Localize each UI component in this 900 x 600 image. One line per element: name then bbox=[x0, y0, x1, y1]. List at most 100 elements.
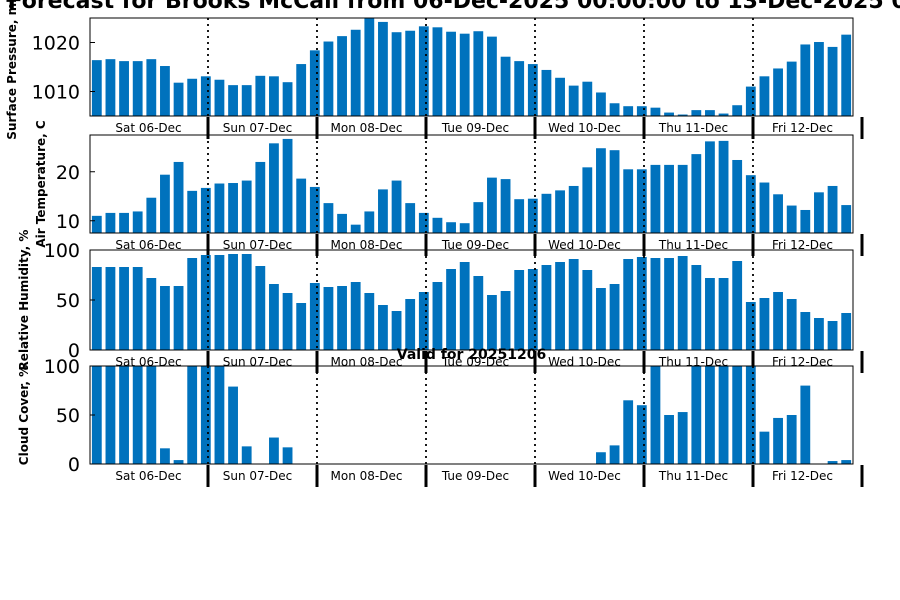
bar bbox=[541, 69, 552, 116]
bar bbox=[814, 192, 824, 233]
bar bbox=[269, 76, 279, 116]
ytick-label: 1020 bbox=[32, 33, 80, 55]
bar bbox=[568, 185, 579, 233]
bar bbox=[446, 31, 456, 116]
bar bbox=[241, 254, 252, 350]
bar bbox=[691, 110, 702, 116]
bar bbox=[718, 113, 729, 116]
ytick-label: 50 bbox=[56, 405, 80, 427]
ytick-label: 10 bbox=[56, 211, 80, 233]
bar bbox=[119, 267, 129, 350]
bar bbox=[378, 305, 388, 350]
bar bbox=[173, 82, 184, 116]
day-label: Sun 07-Dec bbox=[223, 121, 292, 135]
bar bbox=[732, 159, 743, 233]
bar bbox=[773, 194, 783, 233]
bar bbox=[650, 258, 661, 350]
day-label: Tue 09-Dec bbox=[441, 121, 509, 135]
bar bbox=[269, 143, 279, 233]
day-label: Sun 07-Dec bbox=[223, 469, 292, 483]
bar bbox=[786, 61, 797, 116]
bar bbox=[378, 189, 388, 233]
bar bbox=[446, 222, 456, 233]
day-label: Fri 12-Dec bbox=[772, 355, 833, 369]
bar bbox=[364, 293, 375, 350]
bar bbox=[568, 85, 579, 116]
bar bbox=[282, 138, 293, 233]
bar bbox=[609, 284, 620, 350]
day-label: Wed 10-Dec bbox=[548, 469, 621, 483]
bar bbox=[228, 254, 238, 350]
bar bbox=[500, 179, 511, 233]
bar bbox=[146, 197, 157, 233]
bar bbox=[705, 110, 715, 116]
bar bbox=[105, 366, 116, 464]
day-label: Tue 09-Dec bbox=[441, 238, 509, 252]
bar bbox=[282, 82, 293, 116]
bar bbox=[705, 141, 715, 233]
bar bbox=[432, 27, 443, 117]
bar bbox=[214, 255, 225, 350]
bar bbox=[786, 205, 797, 233]
bar bbox=[677, 412, 688, 464]
bar bbox=[200, 76, 211, 116]
bar bbox=[732, 261, 743, 350]
bar bbox=[500, 291, 511, 350]
bar bbox=[173, 161, 184, 233]
day-label: Tue 09-Dec bbox=[441, 469, 509, 483]
bar bbox=[173, 460, 184, 464]
bar bbox=[187, 366, 198, 464]
bar bbox=[323, 287, 334, 350]
bar bbox=[677, 114, 688, 116]
bar bbox=[487, 36, 497, 117]
bar bbox=[391, 32, 402, 116]
bar bbox=[786, 415, 797, 464]
bar bbox=[337, 36, 347, 116]
bar bbox=[664, 258, 674, 350]
bar bbox=[745, 86, 756, 116]
bar bbox=[337, 286, 347, 350]
bar bbox=[132, 61, 143, 116]
bar bbox=[91, 366, 102, 464]
bar bbox=[214, 183, 225, 233]
bar bbox=[364, 18, 375, 116]
bar bbox=[527, 64, 538, 116]
bar bbox=[718, 278, 729, 350]
bar bbox=[718, 140, 729, 233]
bar bbox=[364, 211, 375, 233]
bar bbox=[200, 255, 211, 350]
bar bbox=[146, 366, 157, 464]
bar bbox=[650, 107, 661, 116]
bar bbox=[596, 452, 606, 464]
bar bbox=[800, 44, 811, 116]
bar bbox=[841, 313, 852, 350]
bar bbox=[337, 213, 347, 233]
panel-title: Valid for 20251206 bbox=[397, 347, 546, 363]
bar bbox=[487, 295, 497, 350]
bar bbox=[200, 187, 211, 233]
bar bbox=[677, 164, 688, 233]
day-label: Thu 11-Dec bbox=[658, 469, 728, 483]
bar bbox=[677, 256, 688, 350]
bar bbox=[636, 106, 647, 116]
bar bbox=[405, 203, 416, 233]
bar bbox=[541, 265, 552, 350]
bar bbox=[745, 366, 756, 464]
bar bbox=[432, 217, 443, 233]
bar bbox=[241, 446, 252, 464]
bar bbox=[555, 262, 565, 350]
bar bbox=[119, 212, 129, 233]
bar bbox=[582, 167, 593, 233]
bar bbox=[759, 76, 770, 116]
ytick-label: 0 bbox=[68, 340, 80, 362]
bar bbox=[800, 385, 811, 464]
bar bbox=[814, 42, 824, 117]
bar bbox=[446, 269, 456, 350]
bar bbox=[636, 405, 647, 464]
bar bbox=[623, 259, 634, 350]
bar bbox=[105, 212, 116, 233]
bar bbox=[691, 154, 702, 233]
bar bbox=[841, 460, 852, 464]
bar bbox=[745, 175, 756, 233]
